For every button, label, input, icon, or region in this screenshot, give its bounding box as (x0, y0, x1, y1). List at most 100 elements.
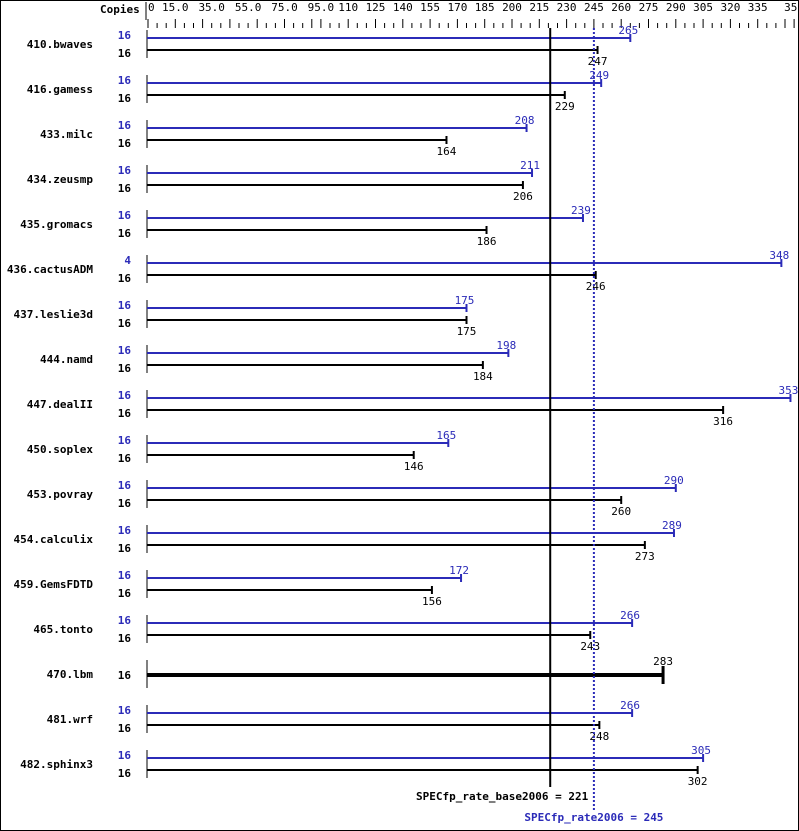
base-copies: 16 (118, 182, 132, 195)
axis-tick-label: 55.0 (235, 1, 262, 14)
benchmark-row: 416.gamess 16 16 249 229 (27, 69, 609, 113)
axis-tick-label: 35.0 (198, 1, 225, 14)
benchmark-row: 459.GemsFDTD 16 16 172 156 (14, 564, 469, 608)
peak-value-label: 266 (620, 609, 640, 622)
copies-header: Copies (100, 3, 140, 16)
axis-tick-label: 95.0 (308, 1, 335, 14)
peak-value-label: 175 (455, 294, 475, 307)
benchmark-label: 481.wrf (47, 713, 93, 726)
peak-value-label: 353 (779, 384, 799, 397)
peak-value-label: 198 (496, 339, 516, 352)
axis-tick-label: 0 (148, 1, 155, 14)
axis-tick-label: 170 (447, 1, 467, 14)
benchmark-label: 410.bwaves (27, 38, 93, 51)
benchmark-row: 465.tonto 16 16 266 243 (33, 609, 640, 653)
benchmark-label: 444.namd (40, 353, 93, 366)
base-metric-label: SPECfp_rate_base2006 = 221 (416, 790, 589, 803)
peak-copies: 16 (118, 479, 132, 492)
peak-copies: 16 (118, 614, 132, 627)
peak-value-label: 289 (662, 519, 682, 532)
benchmark-label: 435.gromacs (20, 218, 93, 231)
base-value-label: 156 (422, 595, 442, 608)
benchmark-label: 465.tonto (33, 623, 93, 636)
x-axis: 0 15.0 35.0 55.0 75.0 95.0 110 125 140 155 170 185 2… (145, 1, 799, 28)
peak-copies: 16 (118, 74, 132, 87)
base-copies: 16 (118, 542, 132, 555)
base-copies: 16 (118, 587, 132, 600)
benchmark-row: 470.lbm 16 283 (47, 655, 673, 688)
peak-copies: 16 (118, 389, 132, 402)
benchmark-row: 435.gromacs 16 16 239 186 (20, 204, 591, 248)
base-value-label: 283 (653, 655, 673, 668)
axis-tick-label: 75.0 (271, 1, 298, 14)
peak-copies: 16 (118, 209, 132, 222)
axis-tick-label: 335 (748, 1, 768, 14)
base-copies: 16 (118, 227, 132, 240)
axis-tick-label: 320 (720, 1, 740, 14)
base-value-label: 206 (513, 190, 533, 203)
base-value-label: 316 (713, 415, 733, 428)
peak-value-label: 172 (449, 564, 469, 577)
axis-tick-label: 15.0 (162, 1, 189, 14)
benchmark-label: 450.soplex (27, 443, 94, 456)
base-value-label: 246 (586, 280, 606, 293)
axis-tick-label: 290 (666, 1, 686, 14)
base-value-label: 175 (457, 325, 477, 338)
base-value-label: 247 (588, 55, 608, 68)
axis-tick-label: 305 (693, 1, 713, 14)
axis-tick-label: 185 (475, 1, 495, 14)
base-copies: 16 (118, 317, 132, 330)
benchmark-row: 454.calculix 16 16 289 273 (14, 519, 682, 563)
axis-tick-label: 230 (557, 1, 577, 14)
benchmark-row: 437.leslie3d 16 16 175 175 (14, 294, 477, 338)
benchmark-label: 416.gamess (27, 83, 93, 96)
base-copies: 16 (118, 669, 132, 682)
base-copies: 16 (118, 407, 132, 420)
base-value-label: 273 (635, 550, 655, 563)
axis-tick-label: 110 (338, 1, 358, 14)
axis-tick-label: 260 (611, 1, 631, 14)
axis-tick-label: 125 (366, 1, 386, 14)
benchmark-row: 434.zeusmp 16 16 211 206 (27, 159, 540, 203)
benchmark-label: 482.sphinx3 (20, 758, 93, 771)
benchmark-label: 433.milc (40, 128, 93, 141)
benchmark-row: 444.namd 16 16 198 184 (40, 339, 516, 383)
peak-value-label: 249 (589, 69, 609, 82)
base-value-label: 186 (477, 235, 497, 248)
peak-value-label: 265 (618, 24, 638, 37)
peak-copies: 16 (118, 164, 132, 177)
peak-copies: 16 (118, 704, 132, 717)
benchmark-label: 436.cactusADM (7, 263, 93, 276)
benchmark-row: 450.soplex 16 16 165 146 (27, 429, 456, 473)
peak-copies: 16 (118, 119, 132, 132)
benchmark-row: 447.dealII 16 16 353 316 (27, 384, 799, 428)
peak-copies: 16 (118, 569, 132, 582)
benchmark-label: 447.dealII (27, 398, 93, 411)
benchmark-label: 437.leslie3d (14, 308, 93, 321)
axis-tick-label: 140 (393, 1, 413, 14)
base-value-label: 164 (437, 145, 457, 158)
base-copies: 16 (118, 722, 132, 735)
peak-copies: 4 (124, 254, 131, 267)
base-copies: 16 (118, 452, 132, 465)
peak-value-label: 290 (664, 474, 684, 487)
axis-tick-label: 200 (502, 1, 522, 14)
peak-copies: 16 (118, 749, 132, 762)
base-copies: 16 (118, 497, 132, 510)
peak-copies: 16 (118, 524, 132, 537)
base-copies: 16 (118, 137, 132, 150)
axis-tick-label: 155 (420, 1, 440, 14)
peak-value-label: 239 (571, 204, 591, 217)
base-value-label: 302 (688, 775, 708, 788)
benchmark-label: 459.GemsFDTD (14, 578, 94, 591)
axis-tick-label: 245 (584, 1, 604, 14)
benchmark-rows: 410.bwaves 16 16 265 247 416.gamess 16 16 249 229… (7, 24, 798, 788)
axis-tick-label: 275 (639, 1, 659, 14)
base-value-label: 243 (580, 640, 600, 653)
base-value-label: 184 (473, 370, 493, 383)
benchmark-label: 454.calculix (14, 533, 94, 546)
benchmark-row: 482.sphinx3 16 16 305 302 (20, 744, 711, 788)
base-copies: 16 (118, 92, 132, 105)
benchmark-row: 433.milc 16 16 208 164 (40, 114, 534, 158)
